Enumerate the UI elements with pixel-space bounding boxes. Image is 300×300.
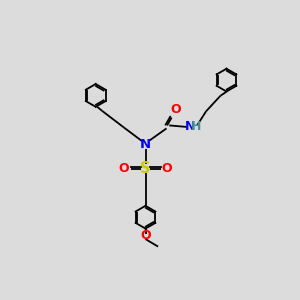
Text: S: S xyxy=(140,161,151,176)
Text: O: O xyxy=(162,162,172,175)
Text: O: O xyxy=(118,162,129,175)
Text: O: O xyxy=(171,103,182,116)
Text: N: N xyxy=(140,137,151,151)
Text: H: H xyxy=(191,120,201,134)
Text: O: O xyxy=(140,229,151,242)
Text: N: N xyxy=(184,120,195,134)
